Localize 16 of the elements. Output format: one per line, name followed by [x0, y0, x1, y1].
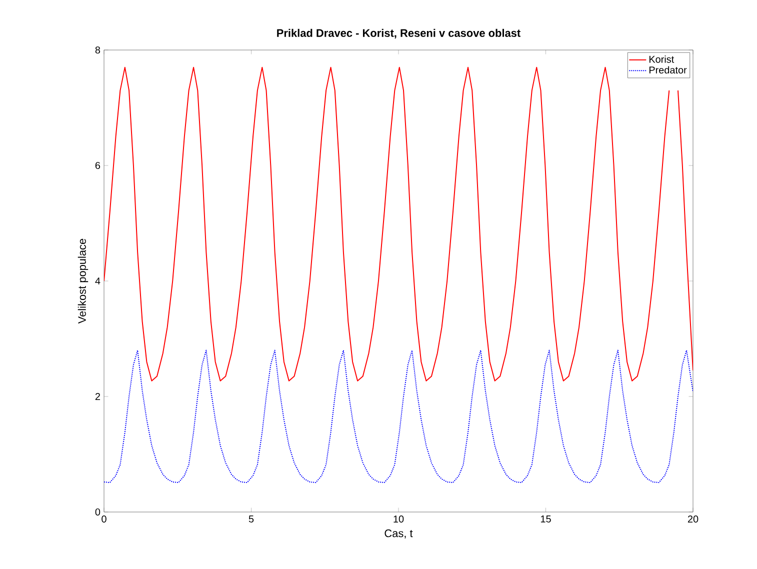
x-tick-label: 15	[540, 516, 551, 522]
y-tick-label: 2	[95, 393, 100, 400]
legend-label: Predator	[649, 66, 687, 74]
y-tick-label: 8	[95, 46, 100, 54]
x-tick-label: 0	[102, 516, 106, 523]
x-axis-title: Cas, t	[384, 529, 413, 538]
y-tick-label: 6	[95, 162, 100, 170]
line-series	[104, 350, 694, 484]
x-tick-label: 10	[394, 516, 404, 523]
x-tick-label: 5	[248, 516, 254, 522]
chart-title: Priklad Dravec - Korist, Reseni v casove oblast	[277, 28, 520, 39]
x-tick-label: 20	[688, 516, 698, 523]
legend-label: Korist	[649, 56, 674, 63]
y-tick-label: 0	[95, 508, 100, 516]
y-tick-label: 4	[95, 278, 100, 284]
y-axis-title: Velikost populace	[78, 238, 88, 324]
